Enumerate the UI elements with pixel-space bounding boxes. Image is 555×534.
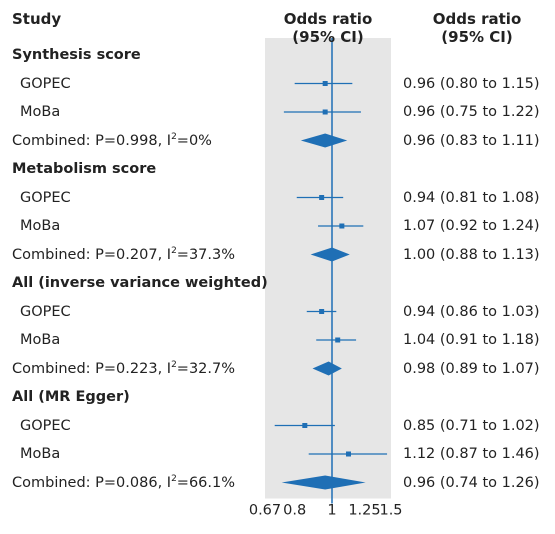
combined-label-superscript: 2 bbox=[171, 245, 177, 256]
x-tick-label: 1 bbox=[327, 503, 336, 519]
combined-label-superscript: 2 bbox=[171, 131, 177, 142]
ci-text: 0.94 (0.86 to 1.03) bbox=[403, 303, 540, 320]
group-title: All (inverse variance weighted) bbox=[12, 275, 268, 291]
study-label: MoBa bbox=[20, 446, 61, 462]
point-estimate bbox=[322, 81, 328, 86]
study-label: MoBa bbox=[20, 218, 61, 234]
ci-text: 0.98 (0.89 to 1.07) bbox=[403, 360, 540, 377]
study-label: GOPEC bbox=[20, 417, 71, 434]
point-estimate bbox=[319, 195, 325, 200]
combined-diamond bbox=[310, 247, 350, 262]
combined-label-prefix: Combined: P=0.223, I bbox=[12, 360, 172, 377]
study-label: GOPEC bbox=[20, 75, 71, 92]
x-tick-label: 0.8 bbox=[283, 503, 306, 519]
point-estimate bbox=[335, 337, 341, 343]
x-tick-label: 0.67 bbox=[249, 503, 281, 519]
combined-diamond bbox=[312, 361, 342, 376]
study-column-header: Study bbox=[12, 10, 61, 28]
point-estimate bbox=[339, 223, 345, 229]
ci-text: 1.12 (0.87 to 1.46) bbox=[403, 446, 540, 462]
group-title: Metabolism score bbox=[12, 161, 157, 177]
ci-text: 0.85 (0.71 to 1.02) bbox=[403, 417, 540, 434]
combined-label-superscript: 2 bbox=[171, 359, 177, 370]
combined-label-suffix: =0% bbox=[176, 132, 212, 149]
odds-ratio-plot-header: Odds ratio (95% CI) bbox=[263, 10, 393, 46]
study-label: GOPEC bbox=[20, 189, 71, 206]
ci-text: 0.96 (0.75 to 1.22) bbox=[403, 104, 540, 120]
combined-label: Combined: P=0.207, I2=37.3% bbox=[12, 246, 235, 264]
combined-label-suffix: =32.7% bbox=[176, 360, 236, 377]
x-tick-label: 1.25 bbox=[348, 503, 380, 519]
plot-panel bbox=[265, 38, 391, 499]
odds-ratio-plot-header-line1: Odds ratio bbox=[283, 10, 373, 28]
study-label: MoBa bbox=[20, 332, 61, 348]
combined-diamond bbox=[281, 475, 366, 490]
point-estimate bbox=[319, 309, 325, 314]
odds-ratio-ci-header-line2: (95% CI) bbox=[441, 28, 513, 46]
ci-text: 1.07 (0.92 to 1.24) bbox=[403, 218, 540, 234]
odds-ratio-plot-header-line2: (95% CI) bbox=[292, 28, 364, 46]
odds-ratio-ci-header-line1: Odds ratio bbox=[432, 10, 522, 28]
odds-ratio-ci-header: Odds ratio (95% CI) bbox=[412, 10, 542, 46]
point-estimate bbox=[302, 423, 308, 428]
combined-label: Combined: P=0.086, I2=66.1% bbox=[12, 474, 235, 492]
combined-label-superscript: 2 bbox=[171, 473, 177, 484]
x-tick-label: 1.5 bbox=[379, 503, 402, 519]
study-label: GOPEC bbox=[20, 303, 71, 320]
combined-label: Combined: P=0.223, I2=32.7% bbox=[12, 360, 235, 378]
combined-label-prefix: Combined: P=0.207, I bbox=[12, 246, 172, 263]
ci-text: 1.04 (0.91 to 1.18) bbox=[403, 332, 540, 348]
combined-label-prefix: Combined: P=0.086, I bbox=[12, 474, 172, 491]
study-header-label: Study bbox=[12, 10, 62, 28]
study-label: MoBa bbox=[20, 104, 61, 120]
combined-diamond bbox=[300, 133, 348, 148]
group-title: All (MR Egger) bbox=[12, 389, 130, 405]
group-title: Synthesis score bbox=[12, 47, 141, 63]
ci-text: 0.96 (0.83 to 1.11) bbox=[403, 132, 540, 149]
ci-text: 0.96 (0.80 to 1.15) bbox=[403, 75, 540, 92]
point-estimate bbox=[322, 109, 328, 115]
ci-text: 1.00 (0.88 to 1.13) bbox=[403, 246, 540, 263]
ci-text: 0.96 (0.74 to 1.26) bbox=[403, 474, 540, 491]
combined-label-prefix: Combined: P=0.998, I bbox=[12, 132, 172, 149]
combined-label: Combined: P=0.998, I2=0% bbox=[12, 132, 212, 150]
combined-label-suffix: =66.1% bbox=[176, 474, 236, 491]
point-estimate bbox=[345, 451, 351, 457]
ci-text: 0.94 (0.81 to 1.08) bbox=[403, 189, 540, 206]
combined-label-suffix: =37.3% bbox=[176, 246, 236, 263]
